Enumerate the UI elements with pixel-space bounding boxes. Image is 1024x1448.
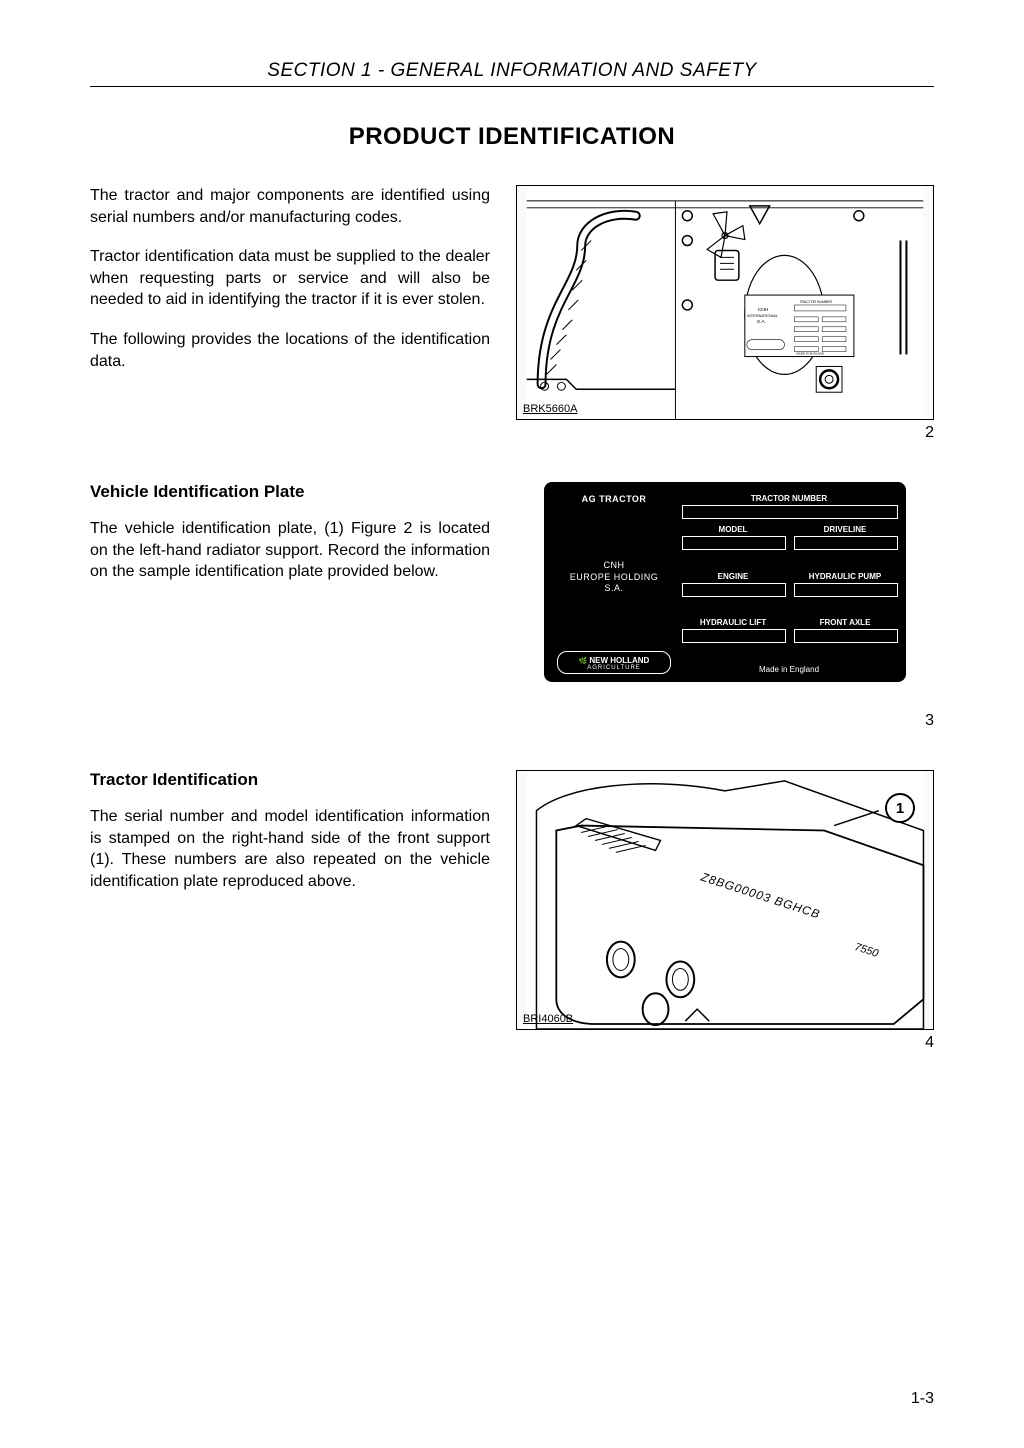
section-header: SECTION 1 - GENERAL INFORMATION AND SAFE…	[90, 60, 934, 87]
plate-ag-tractor: AG TRACTOR	[582, 494, 647, 504]
plate-field-box	[682, 629, 786, 643]
plate-field-label: HYDRAULIC PUMP	[794, 572, 896, 581]
intro-paragraph: The following provides the locations of …	[90, 329, 490, 372]
callout-1: 1	[885, 793, 915, 823]
id-plate: AG TRACTOR CNH EUROPE HOLDING S.A. 🌿 NEW…	[544, 482, 906, 682]
figure-2: CNH INTERNATIONAL S.A. TRACTOR NUMBER MA…	[516, 185, 934, 420]
svg-text:S.A.: S.A.	[757, 319, 766, 325]
plate-field-box	[794, 629, 898, 643]
intro-paragraph: Tractor identification data must be supp…	[90, 246, 490, 311]
svg-text:INTERNATIONAL: INTERNATIONAL	[747, 313, 779, 318]
tractor-id-body: The serial number and model identificati…	[90, 806, 490, 892]
plate-field-box	[794, 536, 898, 550]
figure-2-illustration: CNH INTERNATIONAL S.A. TRACTOR NUMBER MA…	[517, 186, 933, 419]
figure-4-illustration: Z8BG00003 BGHCB 7550	[517, 771, 933, 1029]
plate-heading: Vehicle Identification Plate	[90, 482, 490, 502]
plate-field-label: MODEL	[682, 525, 784, 534]
plate-field-box	[682, 505, 898, 519]
plate-field-box	[682, 536, 786, 550]
figure-number: 2	[516, 424, 934, 442]
plate-company: CNH EUROPE HOLDING S.A.	[570, 560, 659, 595]
tractor-id-heading: Tractor Identification	[90, 770, 490, 790]
plate-body: The vehicle identification plate, (1) Fi…	[90, 518, 490, 583]
plate-brand-badge: 🌿 NEW HOLLAND AGRICULTURE	[557, 651, 671, 674]
page-number: 1-3	[911, 1390, 934, 1408]
svg-text:TRACTOR NUMBER: TRACTOR NUMBER	[799, 300, 832, 304]
plate-field-label: ENGINE	[682, 572, 784, 581]
figure-code: BRI4060B	[523, 1013, 573, 1025]
figure-number: 4	[516, 1034, 934, 1052]
plate-field-box	[794, 583, 898, 597]
figure-4: Z8BG00003 BGHCB 7550 1 BRI4060B	[516, 770, 934, 1030]
plate-field-box	[682, 583, 786, 597]
plate-field-label: TRACTOR NUMBER	[682, 494, 896, 503]
page-title: PRODUCT IDENTIFICATION	[90, 123, 934, 151]
intro-paragraph: The tractor and major components are ide…	[90, 185, 490, 228]
plate-field-label: FRONT AXLE	[794, 618, 896, 627]
figure-code: BRK5660A	[523, 403, 577, 415]
figure-number: 3	[516, 712, 934, 730]
plate-made-in: Made in England	[682, 665, 896, 674]
plate-field-label: HYDRAULIC LIFT	[682, 618, 784, 627]
plate-field-label: DRIVELINE	[794, 525, 896, 534]
svg-text:MADE IN ENGLAND: MADE IN ENGLAND	[796, 352, 824, 356]
